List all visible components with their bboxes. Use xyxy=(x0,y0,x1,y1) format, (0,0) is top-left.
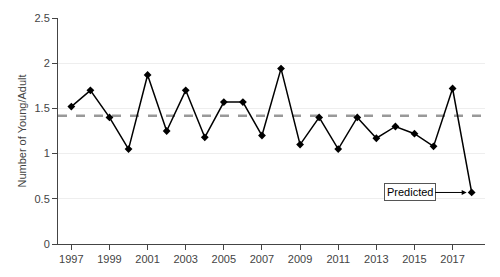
svg-text:2017: 2017 xyxy=(440,253,464,265)
svg-text:Predicted: Predicted xyxy=(387,186,433,198)
svg-text:1999: 1999 xyxy=(97,253,121,265)
svg-text:1997: 1997 xyxy=(59,253,83,265)
svg-text:2001: 2001 xyxy=(135,253,159,265)
svg-text:2015: 2015 xyxy=(402,253,426,265)
svg-text:2011: 2011 xyxy=(326,253,350,265)
svg-text:0: 0 xyxy=(44,238,50,250)
svg-text:Number of Young/Adult: Number of Young/Adult xyxy=(16,74,28,187)
svg-text:2009: 2009 xyxy=(288,253,312,265)
svg-text:1.5: 1.5 xyxy=(35,102,50,114)
svg-text:2: 2 xyxy=(44,57,50,69)
svg-text:2003: 2003 xyxy=(173,253,197,265)
svg-text:2.5: 2.5 xyxy=(35,12,50,24)
svg-text:2013: 2013 xyxy=(364,253,388,265)
svg-text:2007: 2007 xyxy=(250,253,274,265)
svg-text:0.5: 0.5 xyxy=(35,193,50,205)
svg-text:2005: 2005 xyxy=(212,253,236,265)
svg-text:1: 1 xyxy=(44,147,50,159)
